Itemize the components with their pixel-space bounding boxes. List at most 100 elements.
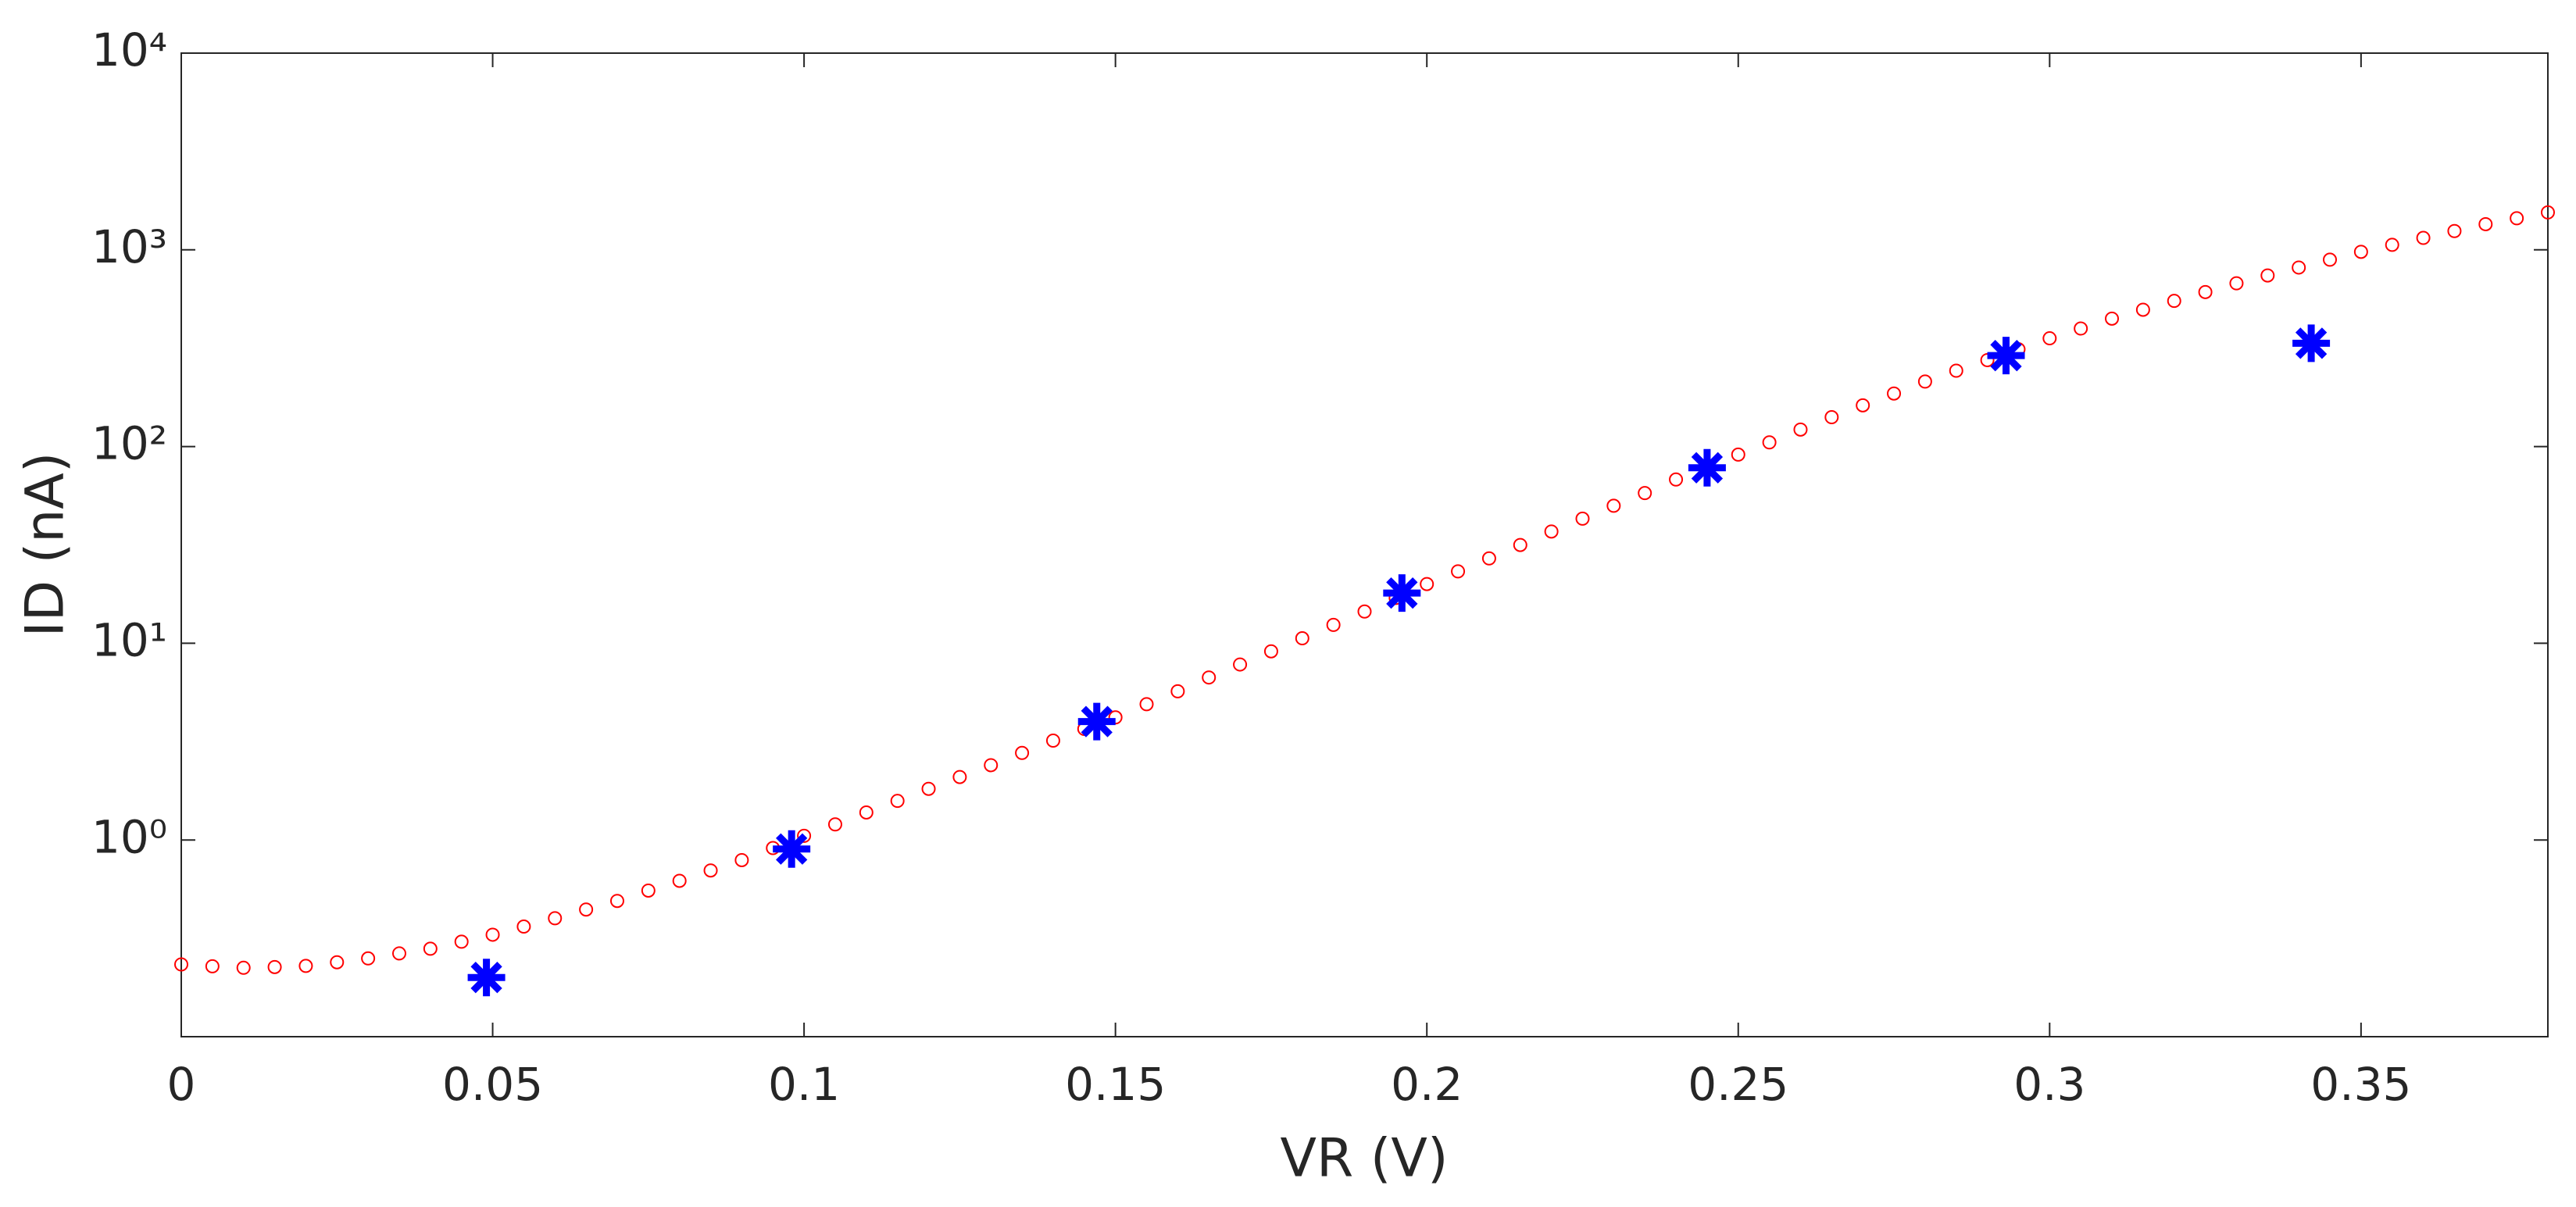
- data-point: [454, 934, 469, 949]
- data-point: [952, 770, 967, 784]
- asterisk-stroke: [776, 833, 808, 865]
- data-point: [330, 955, 345, 970]
- data-point: [641, 883, 656, 898]
- data-point: [2105, 311, 2120, 326]
- x-tick-label: 0.2: [1391, 1058, 1463, 1111]
- data-point: [1015, 745, 1030, 760]
- y-tick-label: 10¹: [91, 614, 167, 667]
- y-tick-label: 10⁴: [91, 23, 167, 77]
- data-point: [1638, 486, 1652, 501]
- data-point: [1383, 574, 1421, 612]
- data-point: [2385, 237, 2399, 252]
- asterisk-stroke: [1990, 340, 2022, 372]
- data-point: [2135, 302, 2150, 317]
- data-point: [1513, 537, 1527, 552]
- data-point: [1233, 657, 1248, 672]
- asterisk-stroke: [470, 962, 502, 994]
- data-point: [485, 927, 500, 942]
- data-point: [391, 946, 406, 961]
- asterisk-stroke: [1081, 705, 1113, 737]
- data-point: [2229, 276, 2244, 291]
- data-point: [2292, 324, 2331, 362]
- data-point: [703, 863, 718, 878]
- data-point: [361, 951, 376, 966]
- data-point: [1045, 734, 1060, 748]
- data-point: [205, 959, 220, 973]
- data-point: [2042, 331, 2057, 346]
- data-point: [174, 957, 188, 972]
- plot-frame: [180, 52, 2549, 1037]
- y-tick-label: 10²: [91, 417, 167, 470]
- data-point: [672, 873, 687, 888]
- data-point: [827, 817, 842, 832]
- data-point: [423, 941, 438, 956]
- data-point: [773, 830, 811, 868]
- data-point: [1077, 702, 1116, 741]
- data-point: [1887, 386, 1902, 401]
- data-point: [2416, 230, 2431, 245]
- data-point: [1917, 374, 1932, 389]
- asterisk-stroke: [1386, 577, 1418, 609]
- data-point: [2074, 321, 2088, 336]
- data-point: [890, 794, 905, 809]
- data-point: [236, 960, 251, 975]
- data-point: [1170, 684, 1185, 698]
- x-tick-label: 0.3: [2013, 1058, 2085, 1111]
- x-tick-label: 0.35: [2310, 1058, 2411, 1111]
- asterisk-stroke: [2295, 327, 2328, 359]
- asterisk-stroke: [1691, 452, 1724, 484]
- data-point: [2541, 205, 2555, 220]
- data-point: [1856, 398, 1870, 412]
- data-point: [1731, 447, 1745, 462]
- data-point: [267, 959, 282, 974]
- y-tick-label: 10³: [91, 220, 167, 273]
- data-point: [1326, 617, 1341, 632]
- data-point: [2292, 260, 2306, 275]
- data-point: [516, 920, 531, 934]
- data-point: [2323, 252, 2338, 267]
- data-point: [1688, 448, 1726, 487]
- data-point: [467, 959, 506, 997]
- data-point: [1202, 670, 1217, 685]
- data-point: [1824, 410, 1839, 425]
- data-point: [1481, 551, 1496, 566]
- data-point: [1762, 435, 1777, 450]
- x-tick-label: 0.25: [1688, 1058, 1788, 1111]
- data-point: [734, 852, 749, 867]
- data-point: [1575, 511, 1590, 526]
- data-point: [1793, 422, 1808, 437]
- data-point: [2198, 284, 2213, 299]
- data-point: [548, 911, 563, 926]
- data-point: [2447, 223, 2462, 238]
- x-tick-label: 0: [167, 1058, 196, 1111]
- x-axis-label: VR (V): [1281, 1128, 1449, 1190]
- data-point: [1420, 577, 1434, 591]
- data-point: [921, 781, 936, 796]
- data-point: [2510, 211, 2524, 226]
- x-tick-label: 0.15: [1065, 1058, 1166, 1111]
- data-point: [797, 828, 812, 843]
- data-point: [2167, 294, 2181, 309]
- data-point: [1544, 524, 1559, 539]
- data-point: [579, 902, 594, 917]
- data-point: [1606, 498, 1621, 513]
- data-point: [1139, 697, 1154, 712]
- data-point: [2478, 216, 2493, 231]
- data-point: [2353, 245, 2368, 259]
- y-tick-label: 10⁰: [91, 810, 167, 863]
- data-point: [1357, 604, 1372, 619]
- data-point: [1263, 644, 1278, 659]
- data-point: [1669, 472, 1684, 487]
- data-point: [1949, 363, 1963, 378]
- x-tick-label: 0.1: [768, 1058, 840, 1111]
- data-point: [984, 758, 999, 773]
- data-point: [1987, 337, 2025, 375]
- data-point: [2260, 268, 2275, 283]
- data-point: [609, 894, 624, 909]
- y-axis-label: ID (nA): [15, 452, 77, 637]
- x-tick-label: 0.05: [442, 1058, 543, 1111]
- data-point: [298, 959, 313, 973]
